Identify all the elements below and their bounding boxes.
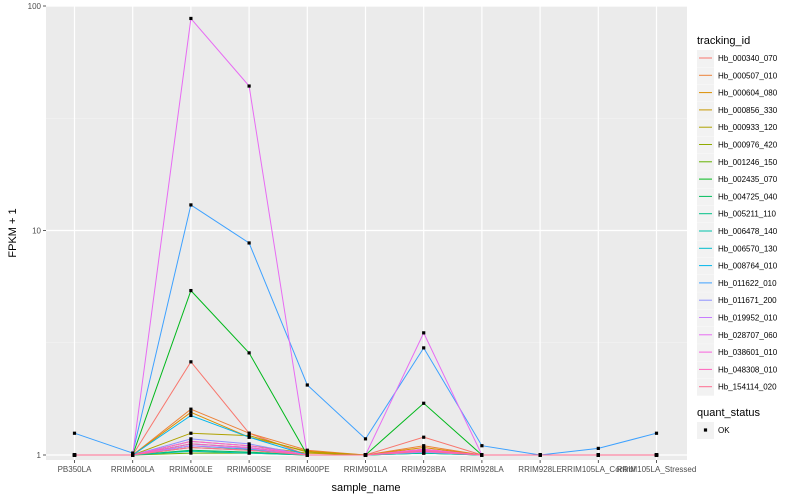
data-point <box>422 444 426 448</box>
data-point <box>654 431 659 435</box>
grid-major <box>46 5 687 460</box>
data-point <box>189 437 193 441</box>
data-point <box>189 451 193 455</box>
data-point <box>247 434 251 438</box>
data-point <box>363 437 368 441</box>
legend-title: tracking_id <box>697 35 750 47</box>
x-tick-label: RRIM600PE <box>285 465 329 474</box>
data-point <box>247 351 251 355</box>
grid-minor <box>46 117 687 344</box>
legend-label: Hb_002435_070 <box>718 175 778 184</box>
plot-panel <box>46 6 687 460</box>
series-points <box>72 16 659 457</box>
data-point <box>189 449 193 453</box>
y-axis: 1 10 100 <box>28 2 46 460</box>
data-point <box>480 444 484 448</box>
data-point <box>422 435 426 439</box>
data-point <box>131 451 135 455</box>
data-point <box>189 442 193 446</box>
x-tick-label: RRIM105LA_Stressed <box>617 465 697 474</box>
data-point <box>247 431 251 435</box>
data-point <box>538 453 542 457</box>
data-point <box>422 401 426 405</box>
data-point <box>596 453 600 457</box>
legend-label: Hb_011622_010 <box>718 279 777 288</box>
data-point <box>189 360 193 364</box>
x-tick-label: RRIM600LE <box>169 465 213 474</box>
data-point <box>247 448 251 452</box>
legend-label: Hb_028707_060 <box>718 331 778 340</box>
legend-label: Hb_011671_200 <box>718 296 777 305</box>
data-point <box>189 413 193 418</box>
data-point <box>422 445 426 450</box>
data-point <box>363 453 368 457</box>
data-point <box>189 439 193 443</box>
x-axis-title: sample_name <box>331 482 400 494</box>
legend-label: Hb_154114_020 <box>718 383 777 392</box>
data-point <box>131 453 135 457</box>
data-point <box>480 453 484 457</box>
legend-label: Hb_005211_110 <box>718 210 777 219</box>
legend-label: Hb_000933_120 <box>718 123 778 132</box>
data-point <box>189 16 193 21</box>
data-point <box>247 241 251 245</box>
data-point <box>189 203 193 207</box>
data-point <box>247 451 251 455</box>
legend-label: Hb_004725_040 <box>718 192 778 201</box>
y-tick-label: 1 <box>37 451 42 460</box>
legend-label: Hb_000507_010 <box>718 71 778 80</box>
data-point <box>189 431 193 435</box>
shape-legend-label: OK <box>718 426 730 435</box>
shape-legend-marker <box>703 428 708 432</box>
data-point <box>305 453 309 457</box>
data-point <box>72 431 77 435</box>
data-point <box>305 383 309 387</box>
data-point <box>422 449 426 453</box>
data-point <box>422 331 426 335</box>
legend-label: Hb_000340_070 <box>718 54 778 63</box>
legend-label: Hb_000856_330 <box>718 106 778 115</box>
data-point <box>247 84 251 88</box>
legend-label: Hb_038601_010 <box>718 348 778 357</box>
x-tick-label: RRIM928BA <box>401 465 446 474</box>
x-tick-label: PB350LA <box>58 465 92 474</box>
legend-label: Hb_019952_010 <box>718 314 778 323</box>
data-point <box>72 453 77 457</box>
legend-items: Hb_000340_070 Hb_000507_010 Hb_000604_080 H… <box>697 50 778 396</box>
data-point <box>189 407 193 411</box>
y-tick-label: 10 <box>32 226 41 235</box>
data-point <box>189 445 193 450</box>
y-tick-label: 100 <box>28 2 42 11</box>
x-tick-label: RRIM105LA_Control <box>561 465 635 474</box>
data-point <box>189 444 193 448</box>
x-tick-label: RRIM928LE <box>518 465 562 474</box>
legend-label: Hb_008764_010 <box>718 262 778 271</box>
data-point <box>654 453 659 457</box>
y-axis-title: FPKM + 1 <box>7 208 19 257</box>
shape-legend-title: quant_status <box>697 407 760 419</box>
x-axis: PB350LA RRIM600LA RRIM600LE RRIM600SE RRIM60… <box>58 460 697 474</box>
legend-label: Hb_048308_010 <box>718 365 778 374</box>
data-point <box>189 288 193 293</box>
data-point <box>247 444 251 448</box>
data-point <box>247 445 251 450</box>
x-tick-label: RRIM600LA <box>111 465 155 474</box>
legend-label: Hb_000604_080 <box>718 89 778 98</box>
data-point <box>247 442 251 446</box>
data-point <box>422 346 426 350</box>
data-point <box>305 450 309 454</box>
legend: tracking_id Hb_000340_070Hb_000507_010Hb… <box>697 35 778 439</box>
data-point <box>189 410 193 414</box>
legend-label: Hb_006570_130 <box>718 244 778 253</box>
data-point <box>596 446 600 451</box>
data-point <box>247 435 251 439</box>
x-tick-label: RRIM928LA <box>460 465 504 474</box>
shape-legend-items: OK <box>697 422 730 439</box>
legend-label: Hb_001246_150 <box>718 158 778 167</box>
legend-label: Hb_000976_420 <box>718 141 778 150</box>
x-tick-label: RRIM600SE <box>227 465 271 474</box>
legend-label: Hb_006478_140 <box>718 227 778 236</box>
x-tick-label: RRIM901LA <box>344 465 388 474</box>
